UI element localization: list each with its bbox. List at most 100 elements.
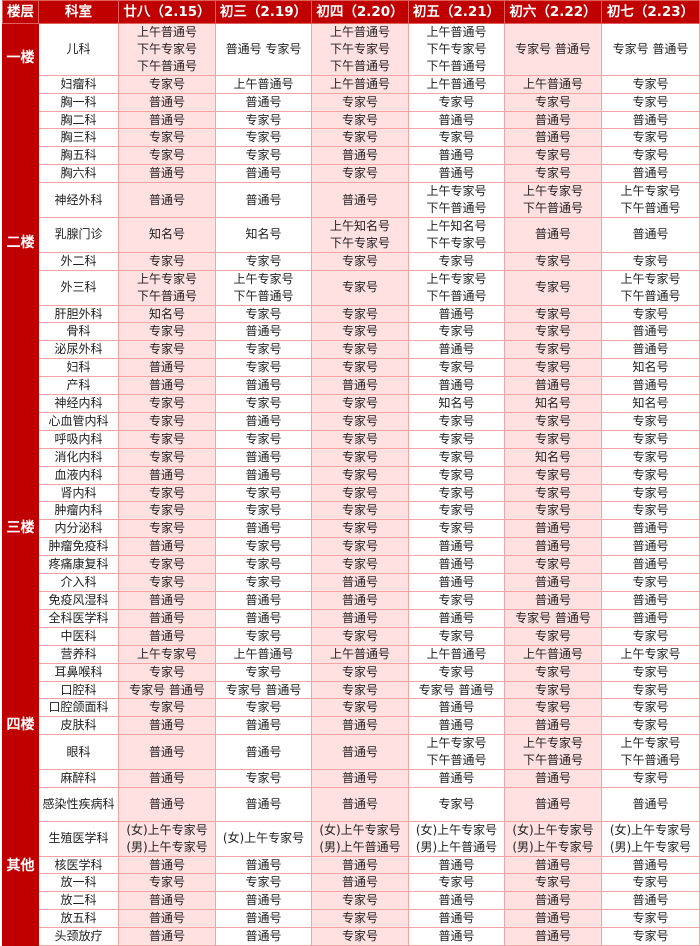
schedule-cell: 专家号 — [311, 537, 409, 557]
table-row: 生殖医学科 (女)上午专家号 (男)上午专家号 (女)上午专家号 (女)上午专家号 (… — [3, 820, 700, 857]
department-name: 血液内科 — [38, 465, 119, 485]
header-date: 初四（2.20） — [311, 0, 409, 24]
schedule-cell: (女)上午专家号 (男)上午专家号 — [504, 820, 602, 857]
schedule-cell: 专家号 — [311, 358, 409, 378]
department-name: 眼科 — [38, 734, 119, 771]
schedule-cell: 专家号 — [601, 251, 700, 271]
floor-label: 二楼 — [2, 92, 39, 396]
schedule-cell: 专家号 — [504, 340, 602, 360]
header-date: 初六（2.22） — [504, 0, 602, 24]
header-floor: 楼层 — [2, 0, 39, 24]
department-name: 中医科 — [38, 626, 119, 646]
schedule-cell: 专家号 — [601, 873, 700, 893]
schedule-cell: 普通号 — [215, 786, 312, 822]
table-row: 免疫风湿科 普通号 普通号 普通号 专家号 普通号 普通号 — [3, 591, 700, 610]
schedule-cell: 上午专家号 下午普通号 — [408, 182, 505, 218]
schedule-cell: 上午普通号 — [504, 74, 602, 94]
schedule-cell: 上午专家号 下午普通号 — [601, 182, 700, 218]
schedule-cell: 专家号 — [215, 358, 312, 378]
schedule-cell: 专家号 — [408, 411, 505, 431]
schedule-cell: 知名号 — [118, 216, 216, 253]
schedule-cell: 普通号 — [215, 519, 312, 539]
schedule-cell: 知名号 — [215, 216, 312, 253]
table-row: 放二科 普通号 普通号 专家号 普通号 普通号 普通号 — [3, 891, 700, 911]
schedule-cell: 上午普通号 — [408, 74, 505, 94]
schedule-cell: 上午专家号 下午普通号 — [215, 269, 312, 306]
schedule-cell: 专家号 — [601, 698, 700, 718]
table-row: 放五科 普通号 普通号 专家号 普通号 普通号 专家号 — [3, 909, 700, 929]
schedule-cell: 普通号 — [215, 855, 312, 875]
schedule-cell: 专家号 — [311, 429, 409, 449]
schedule-cell: 专家号 — [311, 555, 409, 575]
schedule-cell: 普通号 — [601, 591, 700, 610]
schedule-cell: 普通号 — [601, 855, 700, 875]
schedule-cell: 上午专家号 — [118, 644, 216, 664]
schedule-cell: 上午普通号 — [311, 74, 409, 94]
table-row: 全科医学科 普通号 普通号 普通号 普通号 专家号 普通号 普通号 — [3, 608, 700, 628]
schedule-cell: 普通号 — [311, 591, 409, 610]
department-name: 妇科 — [38, 358, 119, 378]
department-name: 放五科 — [38, 909, 119, 929]
schedule-cell: 普通号 — [408, 164, 505, 184]
schedule-cell: 专家号 — [601, 92, 700, 112]
schedule-cell: 普通号 — [311, 716, 409, 736]
schedule-cell: 普通号 — [215, 182, 312, 218]
table-row: 口腔科 专家号 普通号 专家号 普通号 专家号 专家号 普通号 专家号 专家号 — [3, 680, 700, 700]
schedule-cell: 普通号 — [408, 146, 505, 166]
schedule-cell: 专家号 — [118, 662, 216, 682]
department-name: 核医学科 — [38, 855, 119, 875]
schedule-cell: 普通号 — [504, 537, 602, 557]
schedule-cell: 普通号 — [215, 322, 312, 342]
schedule-cell: (女)上午专家号 (男)上午专家号 — [118, 820, 216, 857]
schedule-cell: 上午普通号 下午专家号 下午普通号 — [408, 23, 505, 76]
schedule-cell: 上午专家号 下午普通号 — [504, 734, 602, 771]
header-dept: 科室 — [38, 0, 119, 24]
table-row: 眼科 普通号 普通号 普通号 上午专家号 下午普通号 上午专家号 下午普通号 上午专家号 下… — [3, 734, 700, 771]
schedule-cell: 专家号 — [311, 501, 409, 521]
table-row: 内分泌科 专家号 普通号 专家号 专家号 普通号 普通号 — [3, 519, 700, 539]
schedule-cell: 专家号 — [408, 483, 505, 503]
department-name: 口腔科 — [38, 680, 119, 700]
schedule-cell: 普通号 — [504, 716, 602, 736]
schedule-cell: 专家号 — [311, 927, 409, 946]
schedule-cell: 普通号 专家号 — [215, 23, 312, 76]
schedule-cell: 普通号 — [504, 216, 602, 253]
schedule-cell: 专家号 — [118, 519, 216, 539]
schedule-cell: 普通号 — [504, 769, 602, 788]
schedule-cell: 上午普通号 — [215, 74, 312, 94]
schedule-cell: 普通号 — [601, 322, 700, 342]
schedule-cell: 专家号 — [601, 429, 700, 449]
department-name: 心血管内科 — [38, 411, 119, 431]
schedule-cell: 知名号 — [601, 358, 700, 378]
schedule-cell: 专家号 — [601, 465, 700, 485]
schedule-cell: 专家号 — [215, 662, 312, 682]
schedule-cell: 专家号 — [118, 447, 216, 467]
schedule-cell: 专家号 — [601, 680, 700, 700]
schedule-cell: 专家号 — [408, 662, 505, 682]
department-name: 耳鼻喉科 — [38, 662, 119, 682]
schedule-cell: 普通号 — [118, 376, 216, 396]
schedule-cell: 普通号 — [118, 891, 216, 911]
schedule-cell: 专家号 — [118, 251, 216, 271]
schedule-cell: (女)上午专家号 — [215, 820, 312, 857]
schedule-cell: 专家号 — [601, 909, 700, 929]
table-row: 血液内科 普通号 普通号 专家号 专家号 专家号 专家号 — [3, 465, 700, 485]
schedule-cell: 普通号 — [311, 376, 409, 396]
schedule-cell: 普通号 — [504, 891, 602, 911]
schedule-cell: 普通号 — [118, 465, 216, 485]
schedule-cell: 专家号 — [504, 322, 602, 342]
schedule-cell: 上午普通号 — [408, 644, 505, 664]
department-name: 外二科 — [38, 251, 119, 271]
schedule-cell: 普通号 — [601, 376, 700, 396]
department-name: 疼痛康复科 — [38, 555, 119, 575]
table-row: 胸三科 专家号 专家号 专家号 专家号 普通号 专家号 — [3, 128, 700, 148]
schedule-cell: 专家号 — [118, 873, 216, 893]
floor-label: 一楼 — [2, 23, 39, 94]
schedule-cell: 专家号 — [504, 483, 602, 503]
schedule-cell: 专家号 — [504, 626, 602, 646]
department-name: 胸三科 — [38, 128, 119, 148]
schedule-cell: 专家号 — [601, 662, 700, 682]
department-name: 肿瘤内科 — [38, 501, 119, 521]
department-name: 口腔颌面科 — [38, 698, 119, 718]
